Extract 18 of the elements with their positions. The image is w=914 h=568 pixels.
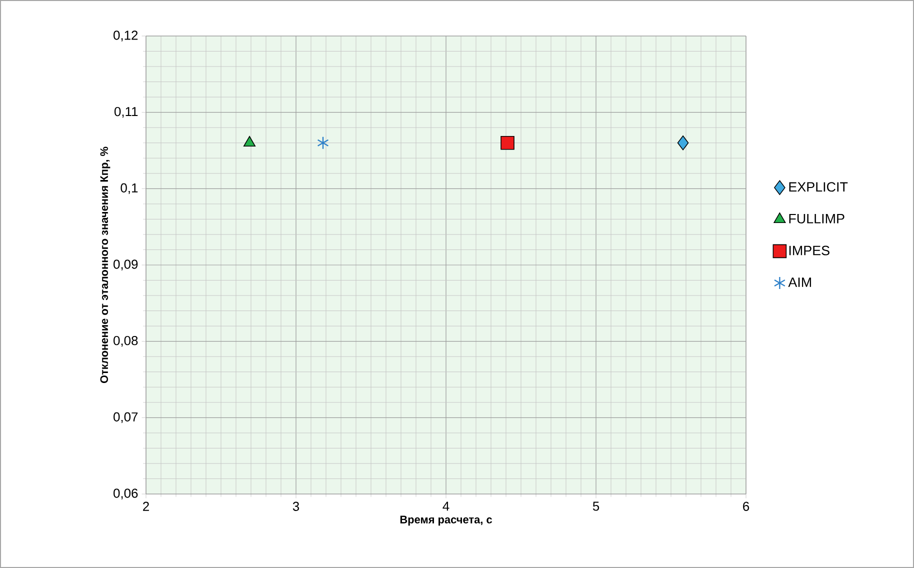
- legend-label: FULLIMP: [789, 214, 844, 224]
- x-tick-label: 3: [292, 502, 300, 511]
- x-axis-title: Время расчета, с: [400, 516, 492, 526]
- y-tick-label: 0,06: [114, 488, 138, 500]
- y-tick-label: 0,11: [114, 106, 138, 118]
- legend-label: EXPLICIT: [789, 182, 848, 192]
- y-tick-label: 0,08: [114, 336, 138, 347]
- y-tick-label: 0,09: [114, 260, 138, 270]
- y-axis-title: Отклонение от эталонного значения Кпр, %: [100, 146, 110, 384]
- x-tick-label: 2: [143, 502, 149, 511]
- x-tick-label: 5: [592, 502, 600, 511]
- y-tick-label: 0,12: [114, 30, 138, 42]
- y-tick-label: 0,07: [114, 412, 138, 424]
- legend-label: AIM: [788, 278, 811, 287]
- x-tick-label: 4: [442, 502, 450, 511]
- x-tick-label: 6: [743, 502, 750, 511]
- y-tick-label: 0,1: [120, 183, 138, 194]
- legend-label: IMPES: [789, 246, 830, 256]
